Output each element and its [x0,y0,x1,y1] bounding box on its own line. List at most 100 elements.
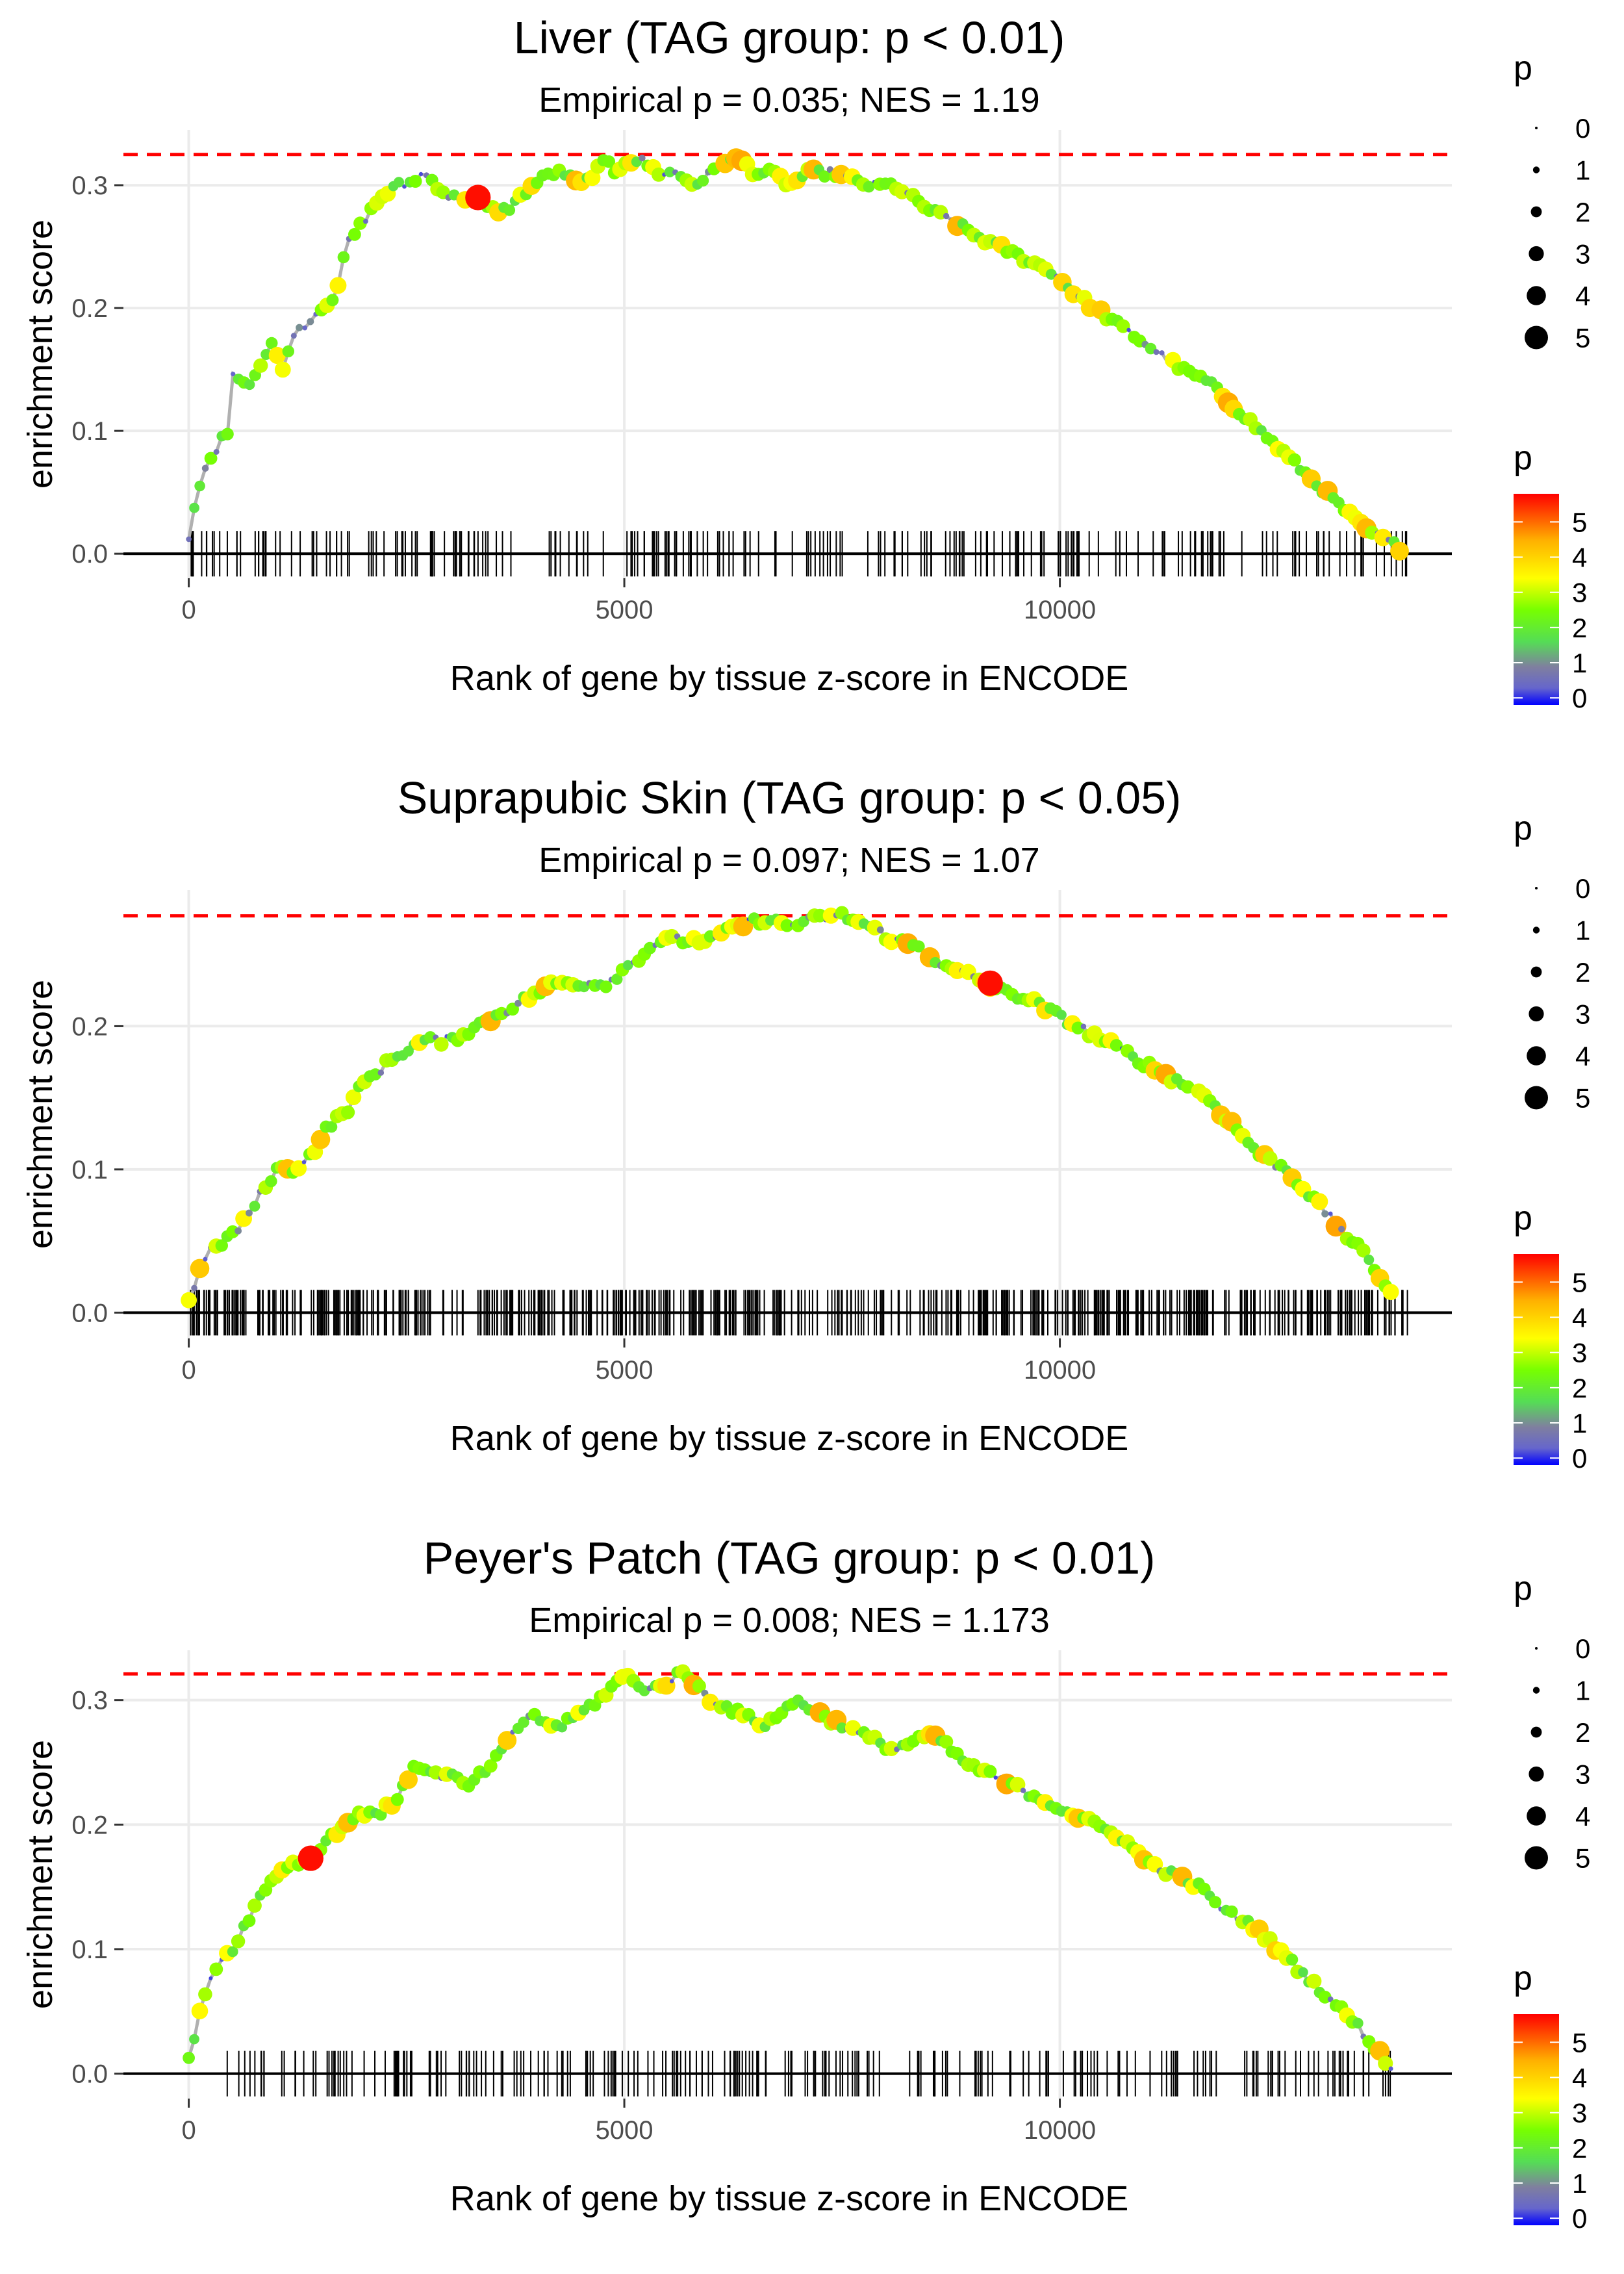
x-tick-label: 0 [181,596,196,624]
es-point [191,1284,197,1292]
x-tick-label: 5000 [596,1356,653,1385]
legend-size-label: 2 [1575,197,1590,227]
legend-size: p 0 1 2 3 4 5 [1514,49,1590,353]
es-point [514,999,522,1007]
legend-color-label: 5 [1572,2027,1587,2058]
legend-color-label: 0 [1572,1443,1587,1474]
es-point [282,345,294,357]
legend-color-label: 2 [1572,2133,1587,2164]
legend-size-dot [1525,1846,1548,1870]
es-point-highlight [977,970,1003,996]
es-point [249,1201,260,1212]
x-tick-label: 0 [181,2116,196,2145]
es-point [697,175,709,187]
es-point [883,1741,899,1756]
es-point [265,337,278,350]
es-point [1020,1787,1026,1793]
es-point [209,1976,213,1980]
y-axis-label: enrichment score [21,1740,60,2009]
legend-size-label: 1 [1575,915,1590,946]
legend-size-dot [1529,246,1544,262]
legend-size-label: 3 [1575,999,1590,1030]
es-point [393,177,405,188]
legend-size-title: p [1514,1570,1532,1607]
es-point [1116,319,1130,333]
legend-size-label: 1 [1575,155,1590,186]
es-point [993,1775,998,1780]
x-tick-label: 5000 [596,2116,653,2145]
es-point [326,294,339,307]
es-point [1321,1210,1329,1218]
legend-color-label: 4 [1572,2063,1587,2093]
es-point [244,379,255,390]
es-point [1288,453,1302,466]
legend-color: p 5 4 3 2 1 0 [1514,439,1587,713]
y-tick-label: 0.2 [71,294,108,323]
y-tick-label: 0.3 [71,172,108,200]
es-point [227,1946,238,1958]
es-point [363,218,368,224]
es-point-highlight [298,1845,324,1871]
es-point [231,372,236,377]
legend-size-label: 2 [1575,1717,1590,1748]
x-tick-label: 0 [181,1356,196,1385]
es-point [290,333,297,339]
es-point [311,1129,331,1149]
es-point [939,1735,954,1749]
legend-size-dot [1532,166,1540,173]
legend-size: p 0 1 2 3 4 5 [1514,1570,1590,1874]
x-axis-label: Rank of gene by tissue z-score in ENCODE [450,1419,1128,1458]
es-point [348,227,361,241]
legend-size-dot [1527,1046,1546,1066]
y-tick-label: 0.3 [71,1687,108,1715]
legend-color: p 5 4 3 2 1 0 [1514,1199,1587,1474]
es-point [518,1717,529,1728]
legend-size-label: 0 [1575,873,1590,904]
legend-colorbar [1514,2014,1559,2225]
es-point [1356,1244,1371,1258]
chart-title: Peyer's Patch (TAG group: p < 0.01) [424,1533,1156,1583]
es-point [733,916,754,937]
legend-size-label: 5 [1575,323,1590,353]
es-point [183,2052,195,2064]
es-point [390,1793,404,1806]
es-point [503,204,516,216]
legend-size-label: 1 [1575,1676,1590,1706]
legend-color-label: 1 [1572,2168,1587,2199]
es-points [181,906,1399,1309]
legend-size-dot [1525,326,1548,350]
es-point [268,346,286,364]
es-point [325,1121,338,1133]
es-point [692,1679,706,1693]
chart-subtitle: Empirical p = 0.035; NES = 1.19 [539,81,1039,120]
legend-size-label: 4 [1575,1041,1590,1071]
es-point [652,167,666,182]
es-point [983,1765,997,1778]
es-point [341,1105,355,1119]
legend-size-dot [1527,1806,1546,1826]
y-tick-label: 0.0 [71,2060,108,2089]
chart-panel-1: Liver (TAG group: p < 0.01) Empirical p =… [21,12,1590,713]
es-point [1311,1193,1328,1210]
es-point [221,428,234,441]
legend-color-label: 1 [1572,1408,1587,1438]
legend-color-title: p [1514,1199,1532,1237]
y-tick-label: 0.2 [71,1811,108,1839]
es-point [274,361,291,378]
y-axis-label: enrichment score [21,980,60,1249]
x-axis-label: Rank of gene by tissue z-score in ENCODE [450,659,1128,698]
legend-size-dot [1530,206,1542,218]
legend-size-dot [1529,1006,1544,1022]
legend-size-dot [1530,966,1542,978]
es-point [622,960,633,971]
legend-color-label: 4 [1572,1303,1587,1333]
es-point [215,1239,228,1252]
es-point [329,277,347,294]
chart-panel-2: Suprapubic Skin (TAG group: p < 0.05) Emp… [21,773,1590,1474]
es-point [242,1914,256,1928]
es-point [377,1069,385,1076]
es-points [183,1664,1393,2071]
es-point [639,155,646,162]
legend-color-label: 5 [1572,1267,1587,1297]
es-point [345,1089,362,1106]
